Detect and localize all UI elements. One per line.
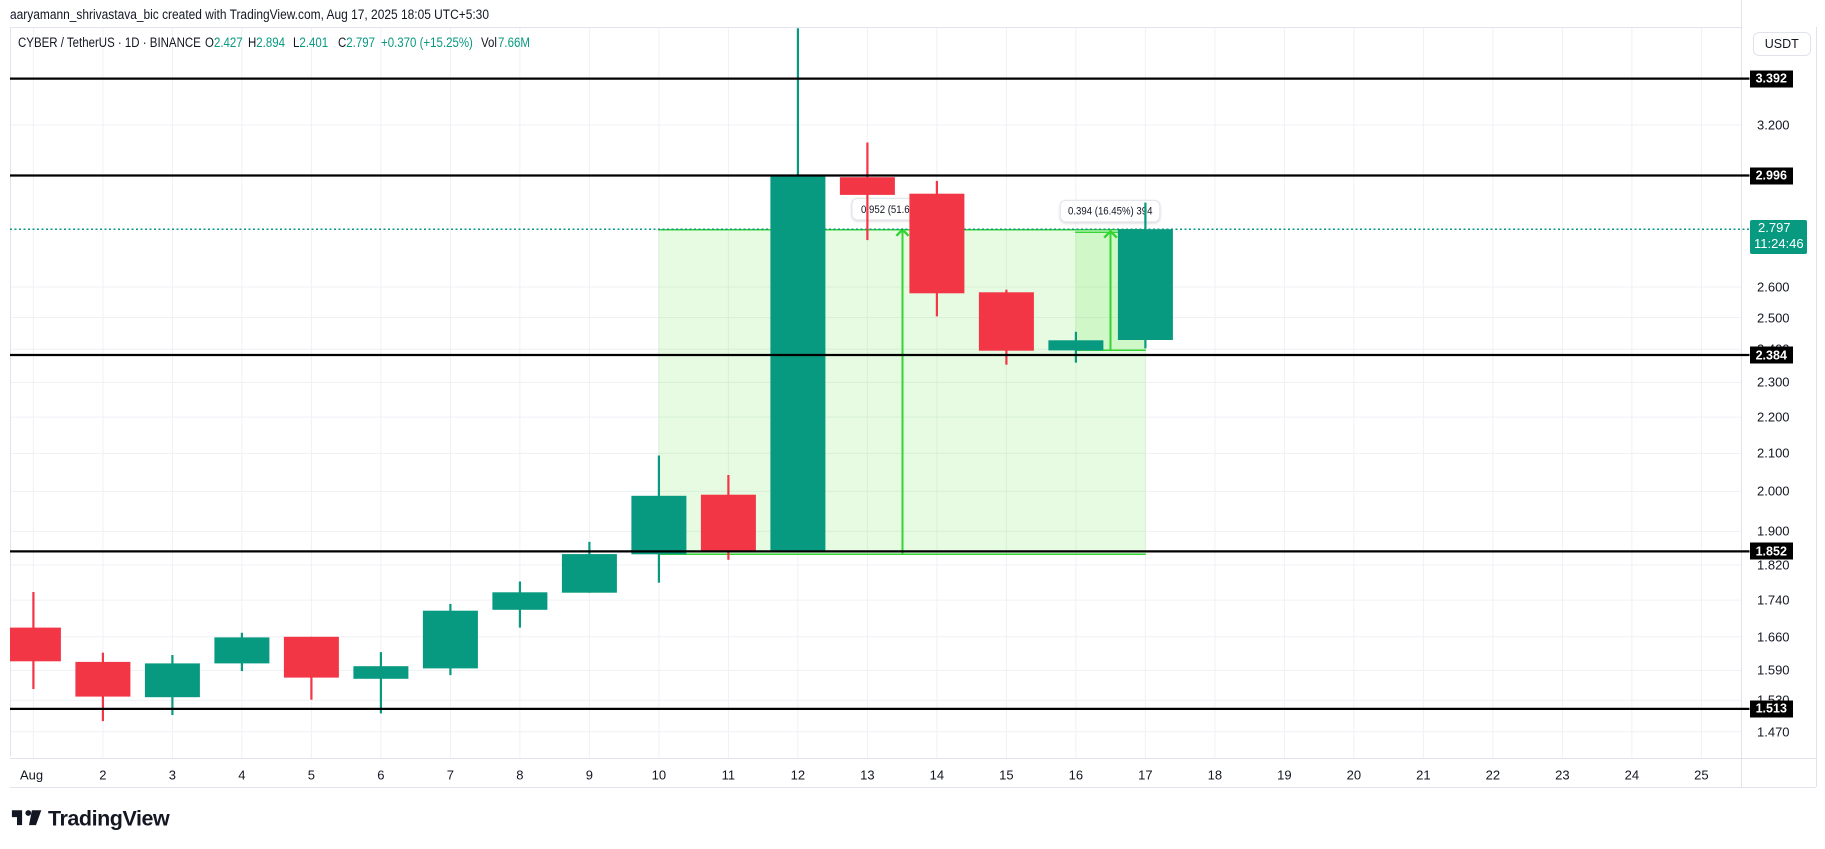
svg-text:0.952 (51.60%) 95: 0.952 (51.60%) 95: [861, 204, 940, 216]
svg-text:0.394 (16.45%) 394: 0.394 (16.45%) 394: [1068, 206, 1153, 218]
svg-text:TradingView: TradingView: [48, 807, 170, 831]
